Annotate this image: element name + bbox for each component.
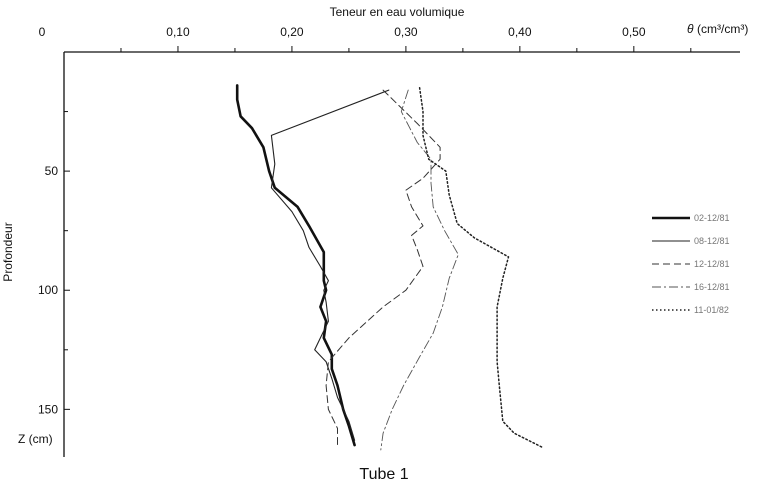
series-line-2 xyxy=(270,89,390,441)
series-line-1 xyxy=(235,84,356,447)
y-tick-label: 50 xyxy=(45,164,59,178)
axes xyxy=(63,46,740,457)
y-unit-label: Z (cm) xyxy=(18,432,53,446)
x-tick-label: 0,30 xyxy=(394,25,418,39)
series-line-3 xyxy=(325,89,441,446)
legend: 02-12/81 08-12/81 12-12/81 16-12/81 11-01/82 xyxy=(652,213,730,315)
x-tick-label: 0,50 xyxy=(622,25,646,39)
series-layer xyxy=(235,84,544,451)
legend-label-4: 16-12/81 xyxy=(694,282,730,292)
x-unit-symbol: θ xyxy=(687,22,694,36)
legend-label-1: 02-12/81 xyxy=(694,213,730,223)
legend-label-2: 08-12/81 xyxy=(694,236,730,246)
y-axis-title: Profondeur xyxy=(1,222,15,281)
series-line-4 xyxy=(380,89,459,451)
x-tick-label: 0,10 xyxy=(166,25,190,39)
chart-title: Tube 1 xyxy=(359,466,408,483)
legend-label-5: 11-01/82 xyxy=(694,305,729,315)
y-tick-labels: 50 100 150 xyxy=(38,164,58,416)
x-tick-labels: 0 0,10 0,20 0,30 0,40 0,50 xyxy=(39,25,646,39)
x-tick-label: 0,20 xyxy=(280,25,304,39)
x-unit-label: (cm³/cm³) xyxy=(697,22,748,36)
x-tick-label: 0,40 xyxy=(508,25,532,39)
legend-label-3: 12-12/81 xyxy=(694,259,730,269)
y-tick-label: 150 xyxy=(38,402,58,416)
x-axis-title: Teneur en eau volumique xyxy=(330,5,465,19)
y-tick-label: 100 xyxy=(38,283,58,297)
series-line-5 xyxy=(418,86,544,449)
x-tick-label: 0 xyxy=(39,25,46,39)
